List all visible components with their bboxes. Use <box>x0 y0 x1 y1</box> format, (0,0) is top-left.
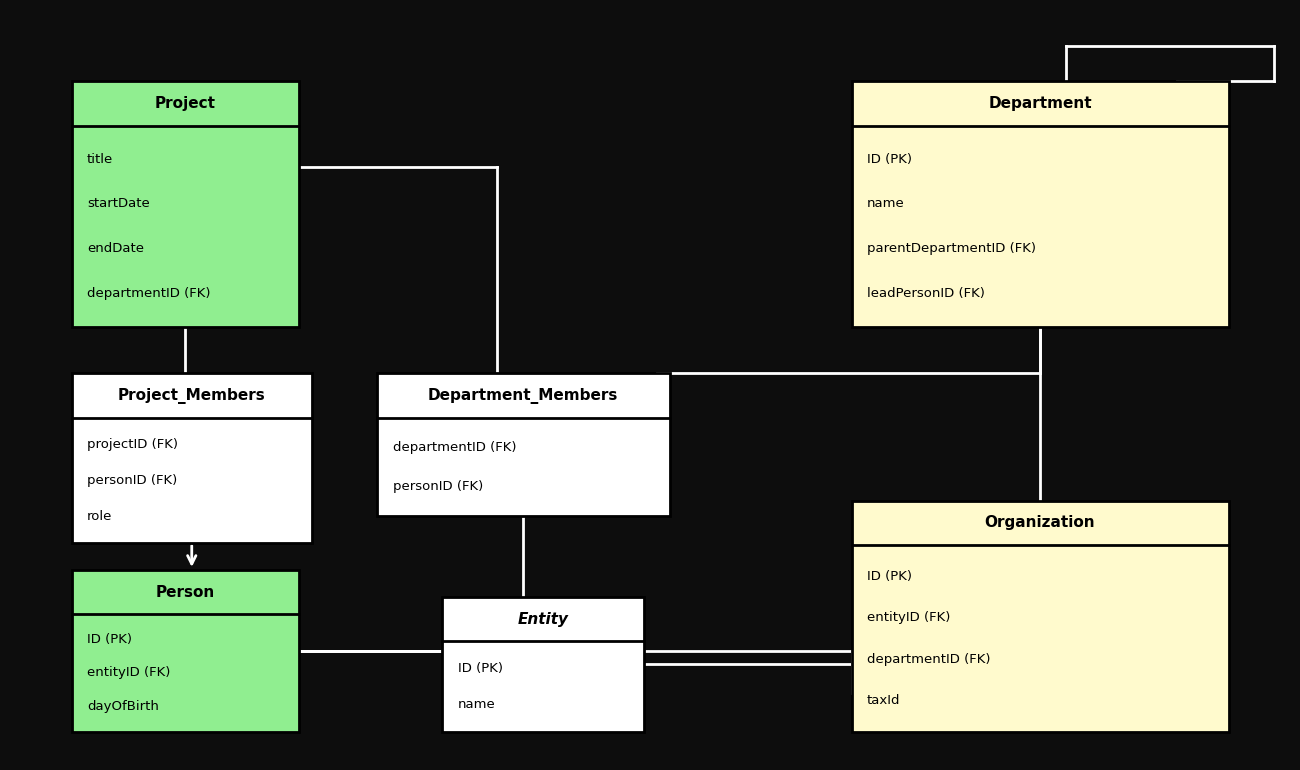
Bar <box>72 81 299 126</box>
Text: role: role <box>87 510 113 523</box>
Text: Project_Members: Project_Members <box>118 388 265 403</box>
Bar <box>72 373 312 543</box>
Text: dayOfBirth: dayOfBirth <box>87 700 159 713</box>
Bar <box>72 418 312 543</box>
Bar <box>442 597 644 641</box>
Bar <box>72 570 299 731</box>
Text: entityID (FK): entityID (FK) <box>87 667 170 679</box>
Text: title: title <box>87 152 113 166</box>
Text: endDate: endDate <box>87 243 144 256</box>
Text: entityID (FK): entityID (FK) <box>867 611 950 624</box>
Text: startDate: startDate <box>87 197 150 210</box>
Bar <box>852 126 1228 327</box>
Text: departmentID (FK): departmentID (FK) <box>393 441 516 454</box>
Text: ID (PK): ID (PK) <box>458 662 503 675</box>
Text: Project: Project <box>155 95 216 111</box>
Text: parentDepartmentID (FK): parentDepartmentID (FK) <box>867 243 1036 256</box>
Text: Department: Department <box>988 95 1092 111</box>
Bar <box>72 570 299 614</box>
Bar <box>442 597 644 732</box>
Bar <box>72 614 299 732</box>
Bar <box>72 373 312 418</box>
Text: Organization: Organization <box>984 515 1096 531</box>
Text: personID (FK): personID (FK) <box>393 480 482 493</box>
Bar <box>852 500 1228 732</box>
Text: name: name <box>867 197 905 210</box>
Text: departmentID (FK): departmentID (FK) <box>867 652 991 665</box>
Bar <box>852 81 1228 327</box>
Bar <box>852 500 1228 545</box>
Bar <box>72 126 299 327</box>
Bar <box>377 373 670 516</box>
Text: projectID (FK): projectID (FK) <box>87 438 178 451</box>
Text: departmentID (FK): departmentID (FK) <box>87 287 211 300</box>
Text: ID (PK): ID (PK) <box>87 633 133 646</box>
Bar <box>72 81 299 327</box>
Text: Person: Person <box>156 584 214 600</box>
Bar <box>442 641 644 732</box>
Text: leadPersonID (FK): leadPersonID (FK) <box>867 287 985 300</box>
Bar <box>852 545 1228 732</box>
Text: Entity: Entity <box>517 611 568 627</box>
Bar <box>377 418 670 516</box>
Text: ID (PK): ID (PK) <box>867 152 913 166</box>
Bar <box>377 373 670 418</box>
Bar <box>852 81 1228 126</box>
Text: personID (FK): personID (FK) <box>87 474 177 487</box>
Text: name: name <box>458 698 495 711</box>
Text: Department_Members: Department_Members <box>428 388 619 403</box>
Text: ID (PK): ID (PK) <box>867 570 913 583</box>
Text: taxId: taxId <box>867 694 901 707</box>
